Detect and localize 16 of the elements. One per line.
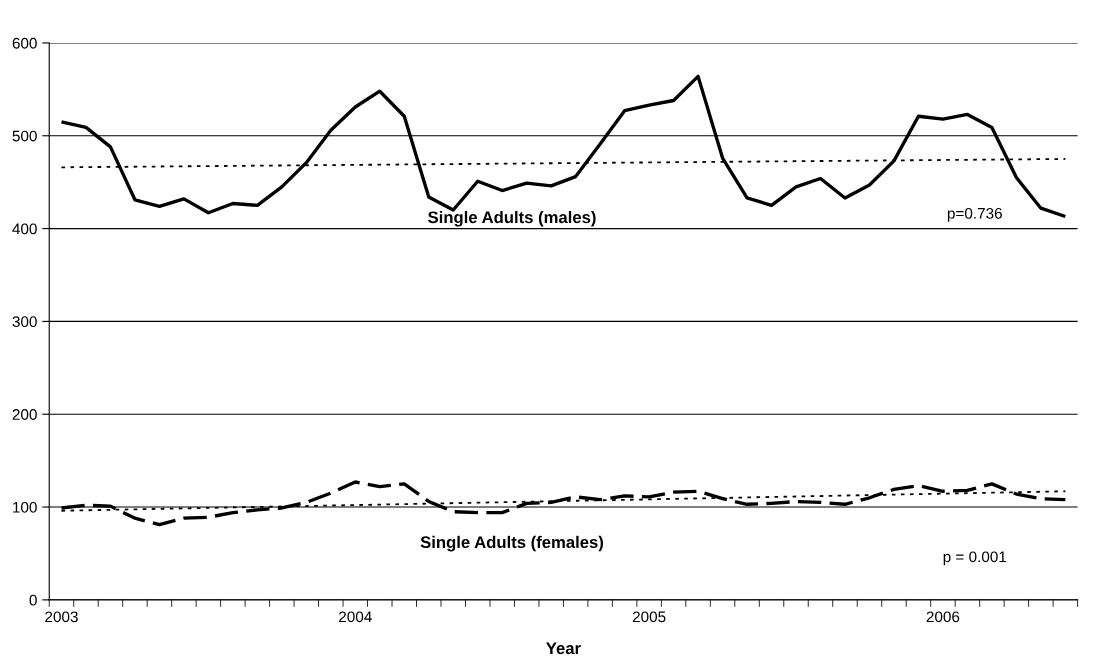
y-tick-label: 100 [13, 501, 37, 513]
y-tick-label: 0 [29, 594, 37, 606]
annotation: p = 0.001 [943, 551, 1007, 566]
x-tick-label: 2005 [632, 611, 666, 623]
x-tick-label: 2003 [45, 611, 78, 623]
x-axis-title: Year [546, 642, 581, 655]
x-tick-label: 2004 [339, 611, 372, 623]
y-tick-label: 200 [12, 409, 37, 420]
annotation: p=0.736 [947, 207, 1002, 222]
series-label: Single Adults (females) [420, 535, 603, 552]
y-tick-label: 300 [12, 316, 37, 328]
y-tick-label: 600 [12, 37, 37, 49]
y-tick-label: 400 [12, 223, 37, 235]
series-label: Single Adults (males) [428, 210, 596, 227]
y-tick-label: 500 [12, 130, 37, 142]
x-tick-label: 2006 [926, 611, 960, 623]
